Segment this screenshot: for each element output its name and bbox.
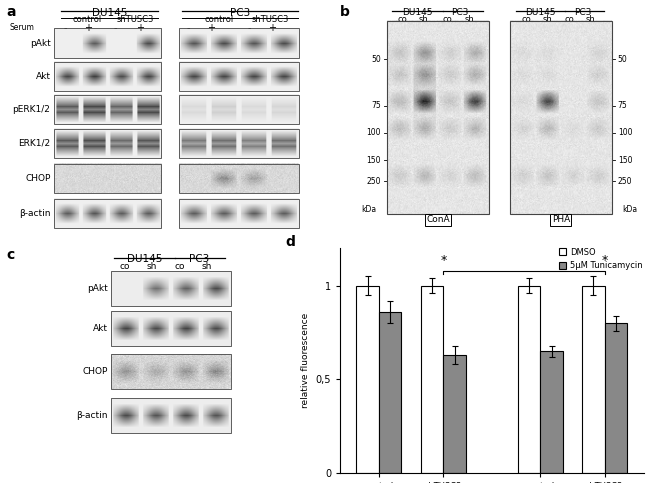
Legend: DMSO, 5μM Tunicamycin: DMSO, 5μM Tunicamycin — [559, 248, 642, 270]
Bar — [179, 62, 299, 91]
Bar — [421, 285, 443, 473]
Text: b: b — [340, 5, 350, 19]
Bar — [111, 354, 231, 389]
Text: -: - — [248, 23, 251, 33]
Text: +: + — [136, 23, 144, 33]
Bar — [179, 199, 299, 228]
Text: 150: 150 — [618, 156, 632, 165]
Text: co: co — [522, 15, 532, 24]
Text: CHOP: CHOP — [25, 174, 51, 183]
Text: co: co — [174, 262, 185, 271]
Text: c: c — [6, 248, 15, 262]
Text: sh: sh — [419, 15, 428, 24]
Text: +: + — [84, 23, 92, 33]
Text: 100: 100 — [618, 128, 632, 138]
Text: sh: sh — [202, 262, 212, 271]
Text: +: + — [207, 23, 215, 33]
Bar — [53, 28, 161, 58]
Text: *: * — [602, 254, 608, 267]
Text: PC3: PC3 — [230, 8, 250, 18]
Text: 150: 150 — [367, 156, 381, 165]
Text: PHA: PHA — [552, 215, 570, 225]
Text: -: - — [187, 23, 190, 33]
Bar — [582, 285, 604, 473]
Bar — [53, 62, 161, 91]
Text: pAkt: pAkt — [87, 284, 108, 293]
Text: *: * — [440, 254, 447, 267]
Bar — [111, 270, 231, 306]
Text: a: a — [6, 5, 16, 19]
Text: shTUSC3: shTUSC3 — [252, 15, 289, 24]
Bar — [179, 95, 299, 124]
Text: DU145: DU145 — [402, 8, 433, 17]
Text: sh: sh — [464, 15, 474, 24]
Bar — [179, 28, 299, 58]
Text: co: co — [564, 15, 574, 24]
Text: control: control — [204, 15, 233, 24]
Text: co: co — [397, 15, 407, 24]
Bar — [111, 398, 231, 433]
Text: sh: sh — [147, 262, 157, 271]
Bar — [179, 164, 299, 193]
Text: 250: 250 — [367, 177, 381, 186]
Text: DU145: DU145 — [92, 8, 127, 18]
Text: 50: 50 — [371, 55, 381, 64]
Bar — [443, 355, 466, 473]
Text: PC3: PC3 — [189, 254, 209, 264]
Text: kDa: kDa — [622, 205, 638, 214]
Bar — [540, 351, 563, 473]
Text: Akt: Akt — [36, 72, 51, 81]
Bar — [517, 285, 540, 473]
Bar — [53, 164, 161, 193]
Text: CHOP: CHOP — [83, 367, 108, 376]
Text: 250: 250 — [618, 177, 632, 186]
Text: PC3: PC3 — [451, 8, 469, 17]
Bar — [379, 312, 402, 473]
Text: 50: 50 — [618, 55, 627, 64]
Text: control: control — [72, 15, 101, 24]
Bar — [53, 95, 161, 124]
Text: pAkt: pAkt — [30, 39, 51, 48]
Text: 75: 75 — [618, 101, 627, 110]
Text: DU145: DU145 — [127, 254, 162, 264]
Text: shTUSC3: shTUSC3 — [117, 15, 154, 24]
Text: DU145: DU145 — [525, 8, 556, 17]
Text: PC3: PC3 — [574, 8, 592, 17]
Text: ERK1/2: ERK1/2 — [18, 139, 51, 148]
Text: 75: 75 — [371, 101, 381, 110]
Text: -: - — [64, 23, 68, 33]
Text: pERK1/2: pERK1/2 — [12, 105, 51, 114]
Bar — [356, 285, 379, 473]
Text: sh: sh — [586, 15, 595, 24]
Y-axis label: relative fluorescence: relative fluorescence — [301, 313, 310, 408]
Bar — [510, 21, 612, 214]
Bar — [604, 323, 627, 473]
Text: co: co — [120, 262, 130, 271]
Text: ConA: ConA — [426, 215, 450, 225]
Text: Serum: Serum — [10, 23, 34, 32]
Text: β-actin: β-actin — [77, 411, 108, 420]
Bar — [53, 128, 161, 158]
Bar — [111, 311, 231, 346]
Text: -: - — [114, 23, 118, 33]
Text: 100: 100 — [367, 128, 381, 138]
Text: Akt: Akt — [93, 324, 108, 333]
Text: β-actin: β-actin — [19, 209, 51, 218]
Text: co: co — [443, 15, 452, 24]
Bar — [53, 199, 161, 228]
Bar — [387, 21, 489, 214]
Text: kDa: kDa — [361, 205, 376, 214]
Bar — [179, 128, 299, 158]
Text: sh: sh — [543, 15, 552, 24]
Text: +: + — [268, 23, 276, 33]
Text: d: d — [285, 235, 296, 249]
